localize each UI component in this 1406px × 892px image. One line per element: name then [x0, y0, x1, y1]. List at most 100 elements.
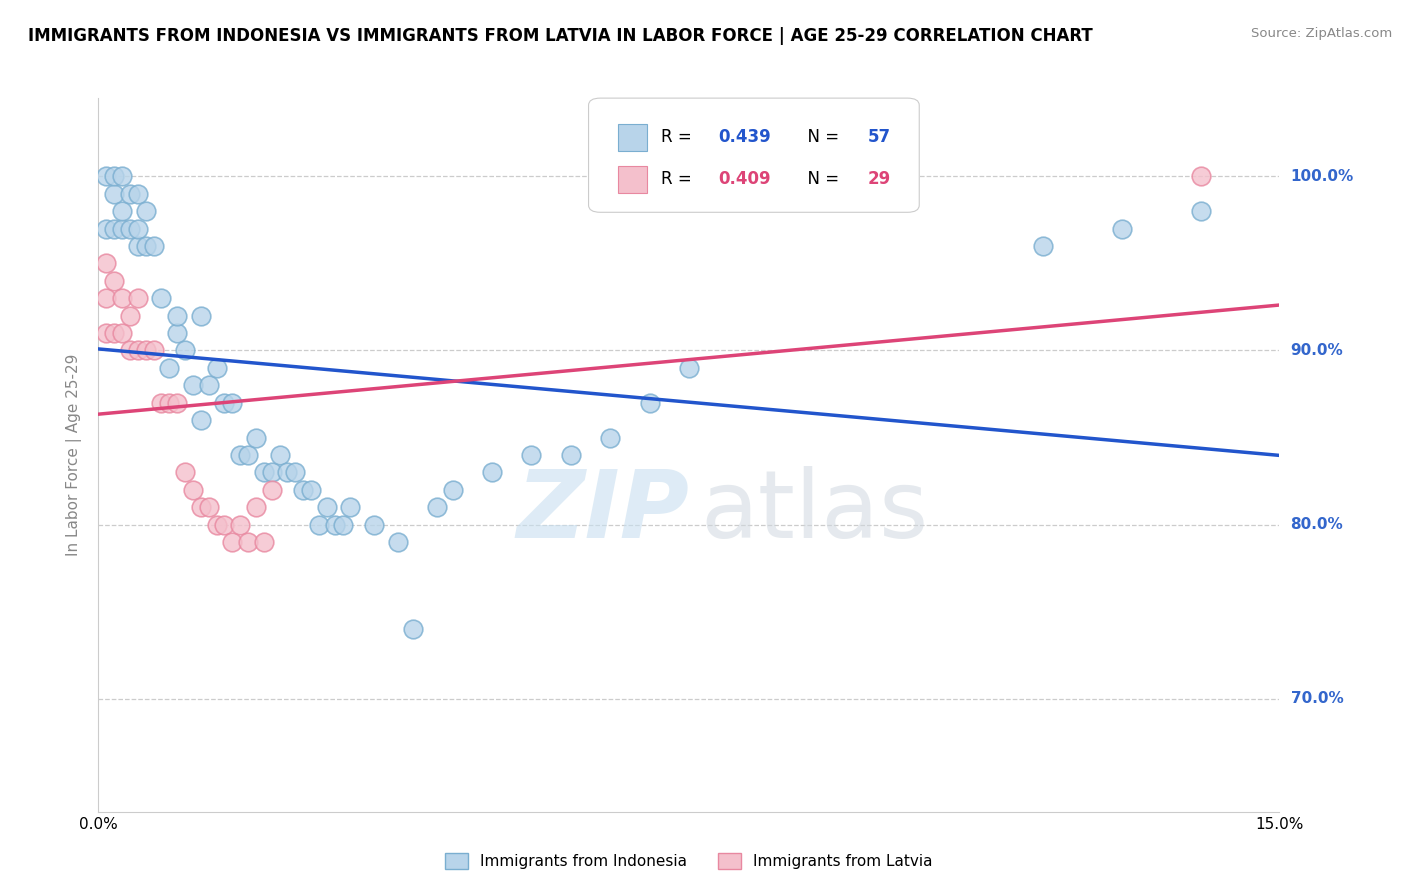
Point — [150, 291, 173, 305]
Point — [197, 500, 219, 515]
Point — [292, 483, 315, 497]
Point — [96, 221, 118, 235]
Point — [174, 343, 197, 358]
Point — [127, 186, 149, 201]
Point — [197, 378, 219, 392]
Point — [166, 326, 188, 340]
Point — [441, 483, 464, 497]
Point — [299, 483, 322, 497]
Point — [363, 517, 385, 532]
Point — [481, 466, 503, 480]
Point — [150, 395, 173, 409]
Point — [284, 466, 307, 480]
Point — [599, 430, 621, 444]
Point — [402, 622, 425, 636]
Point — [1032, 239, 1054, 253]
Point — [127, 239, 149, 253]
Point — [127, 343, 149, 358]
Point — [221, 395, 243, 409]
Point — [308, 517, 330, 532]
Point — [387, 535, 409, 549]
Point — [426, 500, 449, 515]
Point — [315, 500, 337, 515]
Text: R =: R = — [661, 128, 697, 146]
Text: 80.0%: 80.0% — [1291, 517, 1343, 532]
Point — [221, 535, 243, 549]
Point — [118, 309, 141, 323]
Point — [142, 343, 165, 358]
Point — [174, 466, 197, 480]
Point — [181, 378, 204, 392]
Text: IMMIGRANTS FROM INDONESIA VS IMMIGRANTS FROM LATVIA IN LABOR FORCE | AGE 25-29 C: IMMIGRANTS FROM INDONESIA VS IMMIGRANTS … — [28, 27, 1092, 45]
Point — [96, 256, 118, 270]
Text: 70.0%: 70.0% — [1291, 691, 1343, 706]
Point — [236, 448, 259, 462]
FancyBboxPatch shape — [589, 98, 920, 212]
Point — [190, 309, 212, 323]
Point — [111, 291, 134, 305]
Point — [103, 186, 125, 201]
Point — [260, 466, 283, 480]
Point — [166, 309, 188, 323]
Point — [166, 395, 188, 409]
Point — [157, 395, 180, 409]
Point — [118, 186, 141, 201]
Point — [323, 517, 346, 532]
Point — [135, 343, 157, 358]
Point — [142, 239, 165, 253]
Point — [118, 343, 141, 358]
Point — [111, 169, 134, 184]
Text: 57: 57 — [868, 128, 891, 146]
Point — [332, 517, 354, 532]
Point — [560, 448, 582, 462]
Point — [127, 221, 149, 235]
Text: N =: N = — [797, 128, 845, 146]
Point — [276, 466, 298, 480]
Point — [269, 448, 291, 462]
Point — [1189, 169, 1212, 184]
Point — [96, 169, 118, 184]
FancyBboxPatch shape — [619, 124, 647, 151]
Point — [190, 500, 212, 515]
Point — [339, 500, 361, 515]
Point — [118, 221, 141, 235]
Text: Source: ZipAtlas.com: Source: ZipAtlas.com — [1251, 27, 1392, 40]
Point — [111, 326, 134, 340]
Point — [103, 169, 125, 184]
Point — [245, 430, 267, 444]
Point — [205, 360, 228, 375]
Point — [96, 291, 118, 305]
Text: 29: 29 — [868, 170, 891, 188]
Text: 90.0%: 90.0% — [1291, 343, 1343, 358]
Point — [181, 483, 204, 497]
Point — [190, 413, 212, 427]
Text: 0.409: 0.409 — [718, 170, 770, 188]
Point — [638, 395, 661, 409]
Point — [253, 535, 276, 549]
Point — [157, 360, 180, 375]
Text: ZIP: ZIP — [516, 466, 689, 558]
Point — [96, 326, 118, 340]
Point — [205, 517, 228, 532]
Point — [111, 221, 134, 235]
Point — [245, 500, 267, 515]
Point — [135, 239, 157, 253]
Point — [253, 466, 276, 480]
Point — [1189, 204, 1212, 219]
Text: R =: R = — [661, 170, 697, 188]
Point — [103, 326, 125, 340]
Point — [214, 517, 236, 532]
FancyBboxPatch shape — [619, 166, 647, 193]
Y-axis label: In Labor Force | Age 25-29: In Labor Force | Age 25-29 — [66, 354, 83, 556]
Point — [103, 274, 125, 288]
Point — [103, 221, 125, 235]
Point — [520, 448, 543, 462]
Legend: Immigrants from Indonesia, Immigrants from Latvia: Immigrants from Indonesia, Immigrants fr… — [439, 847, 939, 875]
Point — [111, 204, 134, 219]
Text: atlas: atlas — [700, 466, 929, 558]
Point — [214, 395, 236, 409]
Point — [1111, 221, 1133, 235]
Text: 0.439: 0.439 — [718, 128, 770, 146]
Point — [229, 517, 252, 532]
Point — [236, 535, 259, 549]
